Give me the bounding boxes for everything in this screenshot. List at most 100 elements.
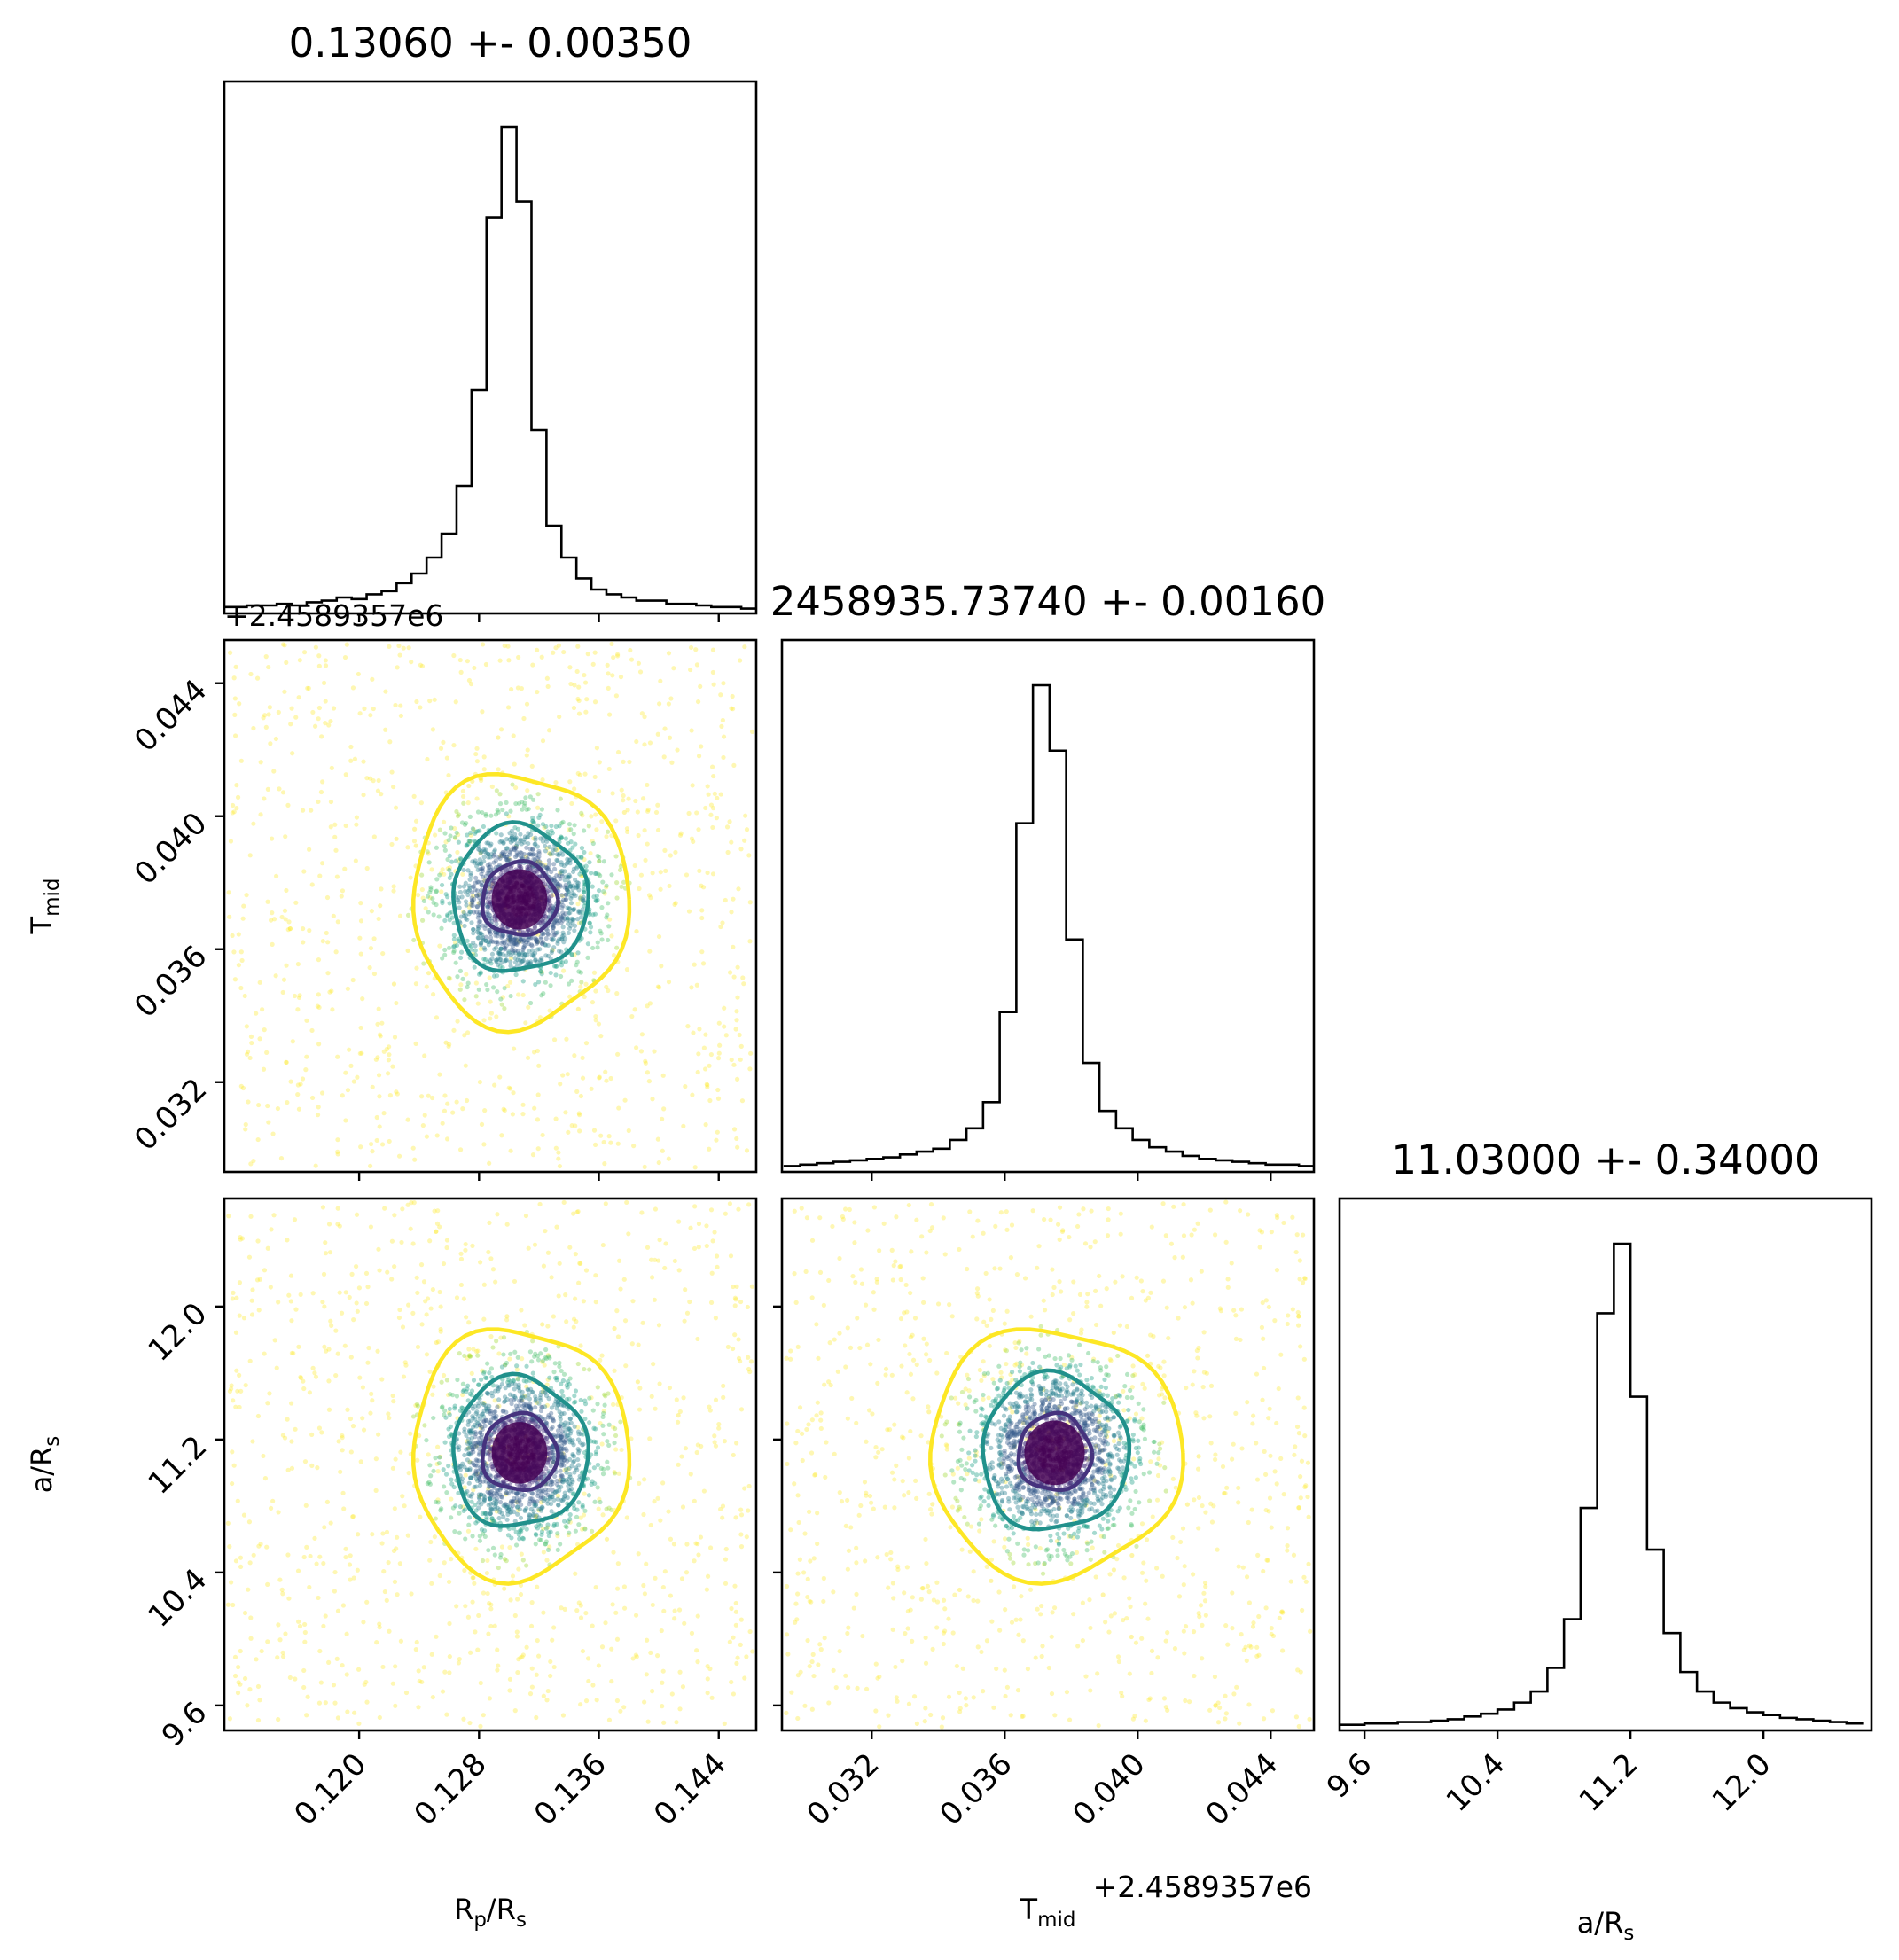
scatter-point — [390, 1681, 395, 1686]
scatter-point — [662, 847, 668, 853]
scatter-point — [309, 1463, 315, 1468]
scatter-point — [660, 1704, 665, 1709]
scatter-point — [488, 1606, 494, 1612]
scatter-point — [551, 964, 558, 969]
scatter-point — [549, 936, 554, 941]
scatter-point — [655, 802, 660, 808]
scatter-point — [267, 1391, 272, 1396]
scatter-point — [238, 985, 244, 991]
scatter-point — [488, 999, 493, 1004]
scatter-point — [635, 1379, 640, 1385]
scatter-point — [451, 1027, 457, 1033]
scatter-point — [379, 1377, 385, 1382]
scatter-point — [468, 871, 473, 876]
scatter-point — [328, 718, 333, 724]
scatter-point — [517, 939, 522, 944]
scatter-point — [303, 1503, 309, 1508]
scatter-point — [320, 939, 325, 944]
scatter-point — [723, 1557, 729, 1562]
scatter-point — [694, 982, 699, 988]
scatter-point — [634, 929, 639, 934]
scatter-point — [324, 1348, 329, 1354]
scatter-point — [559, 821, 565, 826]
scatter-point — [474, 904, 481, 910]
scatter-point — [576, 684, 582, 690]
scatter-point — [497, 1499, 504, 1505]
scatter-point — [516, 654, 521, 660]
scatter-point — [640, 796, 646, 801]
scatter-point — [285, 1099, 290, 1105]
scatter-point — [701, 1488, 707, 1494]
scatter-point — [481, 938, 487, 943]
scatter-point — [529, 1359, 535, 1364]
scatter-point — [574, 1608, 580, 1613]
scatter-point — [482, 1108, 488, 1113]
scatter-point — [535, 1092, 541, 1097]
scatter-point — [401, 1374, 407, 1379]
scatter-point — [519, 841, 524, 847]
scatter-point — [548, 970, 553, 976]
scatter-point — [301, 1554, 307, 1560]
scatter-point — [357, 1050, 363, 1057]
scatter-point — [473, 1502, 478, 1508]
scatter-point — [443, 1472, 449, 1477]
scatter-point — [634, 738, 639, 745]
scatter-point — [521, 945, 527, 950]
scatter-point — [564, 1479, 570, 1484]
scatter-point — [387, 1044, 392, 1050]
scatter-point — [525, 747, 530, 753]
scatter-point — [716, 1425, 722, 1431]
scatter-point — [496, 1663, 501, 1668]
scatter-point — [568, 923, 574, 929]
scatter-point — [348, 758, 354, 763]
scatter-point — [535, 1357, 542, 1363]
scatter-point — [731, 1284, 736, 1290]
scatter-point — [578, 1397, 583, 1403]
scatter-point — [508, 1351, 513, 1356]
scatter-point — [725, 1344, 731, 1350]
scatter-point — [572, 683, 577, 688]
scatter-point — [568, 681, 574, 687]
scatter-point — [263, 724, 269, 730]
scatter-point — [551, 945, 557, 950]
scatter-point — [434, 845, 439, 850]
scatter-point — [490, 1267, 496, 1272]
scatter-point — [385, 1269, 390, 1275]
scatter-point — [568, 827, 574, 832]
scatter-point — [598, 1034, 604, 1039]
scatter-point — [559, 862, 564, 867]
scatter-point — [508, 964, 513, 969]
scatter-point — [481, 754, 487, 760]
scatter-point — [298, 1292, 303, 1297]
scatter-point — [579, 873, 584, 879]
scatter-point — [532, 1105, 537, 1111]
scatter-point — [423, 906, 428, 911]
scatter-point — [545, 1688, 551, 1694]
scatter-point — [527, 1512, 532, 1518]
scatter-point — [632, 1007, 637, 1012]
scatter-point — [281, 977, 287, 982]
scatter-point — [731, 944, 736, 949]
scatter-point — [427, 1238, 433, 1244]
scatter-point — [295, 1568, 301, 1573]
scatter-point — [364, 776, 370, 781]
scatter-point — [517, 1536, 522, 1542]
scatter-point — [400, 1324, 406, 1330]
scatter-point — [565, 874, 571, 880]
scatter-point — [490, 985, 496, 990]
scatter-point — [454, 1394, 460, 1399]
scatter-point — [578, 1702, 583, 1707]
scatter-point — [246, 1099, 251, 1105]
scatter-point — [234, 783, 239, 788]
scatter-point — [721, 1383, 726, 1388]
scatter-point — [355, 1074, 360, 1080]
scatter-point — [533, 957, 538, 963]
scatter-point — [489, 784, 495, 789]
scatter-point — [492, 847, 497, 853]
scatter-point — [496, 735, 501, 740]
scatter-point — [481, 1316, 487, 1322]
scatter-point — [548, 852, 553, 857]
scatter-point — [458, 1256, 465, 1261]
scatter-point — [270, 941, 275, 947]
scatter-point — [571, 1316, 577, 1322]
